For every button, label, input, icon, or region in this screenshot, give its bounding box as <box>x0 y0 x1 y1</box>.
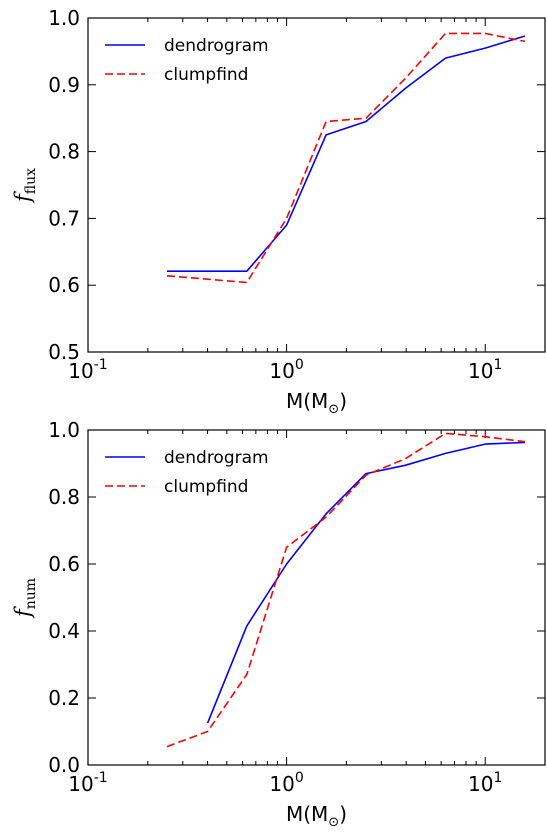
x-tick-label-base: 10 <box>468 359 493 383</box>
y-tick-label: 0.2 <box>48 686 80 710</box>
sun-symbol-icon: ⊙ <box>328 815 339 830</box>
y-tick-label: 1.0 <box>48 6 80 30</box>
y-tick-label: 0.7 <box>48 206 80 230</box>
y-axis-label-subscript: num <box>23 578 39 609</box>
y-axis-label: fflux <box>11 168 39 204</box>
chart-panel-1: 0.50.60.70.80.91.010-1 100 101dendrogramcl… <box>11 6 546 417</box>
y-tick-label: 0.0 <box>48 753 80 777</box>
plot-frame <box>87 17 546 353</box>
x-axis-label-close: ) <box>339 389 347 413</box>
x-tick-label-base: 10 <box>468 772 493 796</box>
x-axis-label: M(M⊙) <box>286 802 347 830</box>
y-axis-label-subscript: flux <box>23 168 39 194</box>
y-tick-label: 0.4 <box>48 619 80 643</box>
y-tick-label: 0.5 <box>48 340 80 364</box>
chart-panel-2: 0.00.20.40.60.81.010-1 100 101dendrogramcl… <box>11 418 546 830</box>
y-tick-label: 0.6 <box>48 552 80 576</box>
x-tick-label-base: 10 <box>269 772 294 796</box>
x-axis-label-close: ) <box>339 802 347 826</box>
y-tick-label: 1.0 <box>48 418 80 442</box>
legend-label-clumpfind: clumpfind <box>164 477 248 497</box>
x-tick-label-base: 10 <box>68 359 93 383</box>
legend-label-dendrogram: dendrogram <box>164 36 269 56</box>
x-tick-label-exponent: -1 <box>94 770 108 786</box>
y-tick-label: 0.8 <box>48 485 80 509</box>
y-tick-label: 0.8 <box>48 140 80 164</box>
sun-symbol-icon: ⊙ <box>328 402 339 417</box>
x-axis-label-main: M(M <box>286 802 328 826</box>
x-tick-label-base: 10 <box>68 772 93 796</box>
y-tick-label: 0.9 <box>48 73 80 97</box>
y-tick-label: 0.6 <box>48 273 80 297</box>
x-tick-label-base: 10 <box>269 359 294 383</box>
x-tick-label-exponent: -1 <box>94 357 108 373</box>
series-line-clumpfind <box>166 432 525 748</box>
legend-label-clumpfind: clumpfind <box>164 65 248 85</box>
x-tick-label: 10-1 <box>68 770 107 796</box>
x-tick-label: 100 <box>269 357 303 383</box>
x-tick-label: 101 <box>468 770 502 796</box>
x-tick-label-exponent: 0 <box>295 770 304 786</box>
x-tick-label-exponent: 1 <box>493 357 502 373</box>
legend-label-dendrogram: dendrogram <box>164 448 269 468</box>
x-tick-label-exponent: 0 <box>295 357 304 373</box>
x-tick-label: 100 <box>269 770 303 796</box>
x-tick-label: 10-1 <box>68 357 107 383</box>
x-tick-label: 101 <box>468 357 502 383</box>
y-axis-label: fnum <box>11 578 39 619</box>
x-axis-label-main: M(M <box>286 389 328 413</box>
series-line-clumpfind <box>166 32 526 284</box>
x-tick-label-exponent: 1 <box>493 770 502 786</box>
plot-frame <box>87 429 546 766</box>
series-line-dendrogram <box>206 441 525 724</box>
y-axis-label-main: f <box>11 191 35 204</box>
legend: dendrogram clumpfind <box>105 36 269 85</box>
x-axis-label: M(M⊙) <box>286 389 347 417</box>
y-axis-label-main: f <box>11 606 35 619</box>
legend: dendrogram clumpfind <box>105 448 269 497</box>
series-line-dendrogram <box>167 35 526 273</box>
